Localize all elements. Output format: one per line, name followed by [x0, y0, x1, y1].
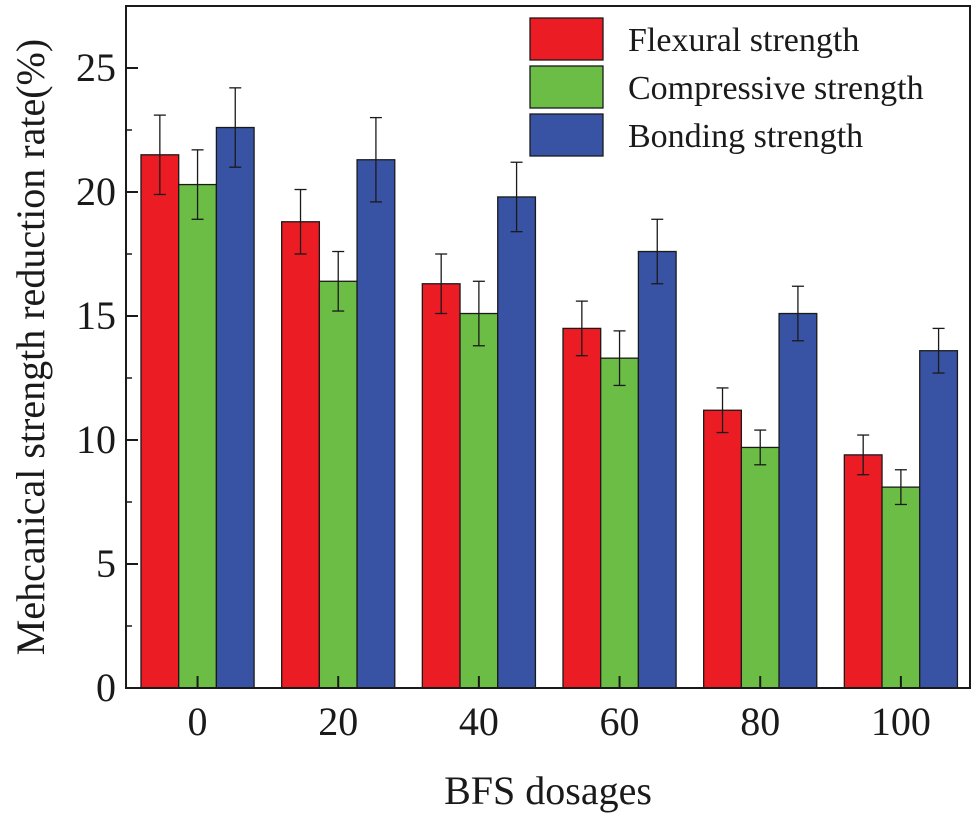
bar-flexural-strength-20	[281, 221, 321, 689]
bar-bonding-strength-40	[497, 196, 537, 689]
error-bar-compressive-strength-60	[613, 330, 626, 387]
bar-flexural-strength-0	[140, 154, 180, 689]
error-bar-flexural-strength-80	[716, 387, 729, 434]
error-bar-compressive-strength-80	[754, 429, 767, 466]
bar-bonding-strength-60	[637, 250, 677, 689]
bar-bonding-strength-80	[778, 312, 818, 689]
y-axis-title: Mehcanical strength reduction rate(%)	[8, 39, 53, 655]
y-tick-label: 15	[76, 293, 116, 338]
x-tick-label: 40	[459, 699, 499, 744]
x-tick-label: 80	[740, 699, 780, 744]
y-tick-label: 0	[96, 665, 116, 710]
error-bar-flexural-strength-60	[575, 300, 588, 357]
legend-item-compressive-strength: Compressive strength	[529, 65, 924, 109]
error-bar-bonding-strength-60	[651, 218, 664, 285]
bar-bonding-strength-20	[356, 159, 396, 689]
bar-compressive-strength-0	[178, 183, 218, 689]
error-bar-bonding-strength-20	[369, 116, 382, 203]
legend-label: Flexural strength	[628, 22, 859, 59]
plot-frame	[125, 5, 971, 689]
bar-compressive-strength-80	[740, 446, 780, 689]
x-axis-title: BFS dosages	[444, 768, 652, 813]
error-bar-compressive-strength-20	[332, 250, 345, 312]
bar-flexural-strength-60	[562, 327, 602, 689]
legend: Flexural strength Compressive strength Bon…	[529, 17, 924, 157]
bar-flexural-strength-100	[843, 454, 883, 689]
error-bar-bonding-strength-80	[791, 285, 804, 342]
legend-swatch	[529, 113, 604, 157]
legend-swatch	[529, 65, 604, 109]
bar-compressive-strength-60	[600, 357, 640, 689]
legend-label: Bonding strength	[628, 118, 863, 155]
x-tick-label: 20	[318, 699, 358, 744]
error-bar-compressive-strength-100	[894, 469, 907, 506]
y-tick-label: 5	[96, 541, 116, 586]
bar-compressive-strength-20	[318, 280, 358, 689]
error-bar-flexural-strength-20	[294, 188, 307, 255]
legend-label: Compressive strength	[628, 70, 924, 107]
error-bar-compressive-strength-40	[472, 280, 485, 347]
bar-bonding-strength-100	[919, 350, 959, 689]
error-bar-flexural-strength-0	[153, 114, 166, 196]
error-bar-flexural-strength-100	[857, 434, 870, 476]
legend-item-bonding-strength: Bonding strength	[529, 113, 863, 157]
y-tick-label: 25	[76, 45, 116, 90]
error-bar-compressive-strength-0	[191, 149, 204, 220]
legend-item-flexural-strength: Flexural strength	[529, 17, 859, 61]
error-bar-bonding-strength-0	[229, 87, 242, 168]
bar-compressive-strength-100	[881, 486, 921, 689]
error-bar-flexural-strength-40	[435, 253, 448, 315]
bar-flexural-strength-40	[421, 283, 461, 689]
y-tick-label: 10	[76, 417, 116, 462]
legend-swatch	[529, 17, 604, 61]
bar-bonding-strength-0	[215, 126, 255, 689]
error-bar-bonding-strength-100	[932, 327, 945, 374]
x-tick-label: 100	[871, 699, 931, 744]
y-tick-label: 20	[76, 169, 116, 214]
error-bar-bonding-strength-40	[510, 161, 523, 233]
x-tick-label: 60	[600, 699, 640, 744]
bar-compressive-strength-40	[459, 312, 499, 689]
plot-area: 0 5 10 15 20 25 0 20 40 60 80 100	[76, 5, 971, 744]
x-tick-label: 0	[188, 699, 208, 744]
bar-flexural-strength-80	[703, 409, 743, 689]
